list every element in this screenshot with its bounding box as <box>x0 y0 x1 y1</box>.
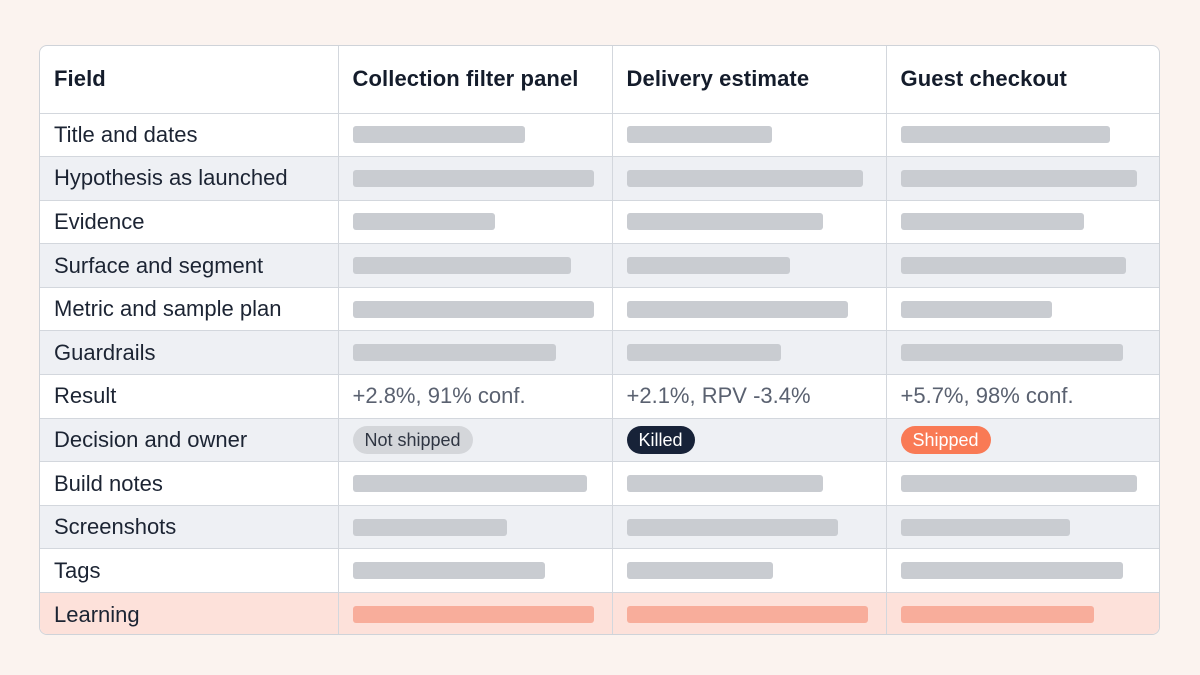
redacted-placeholder-bar <box>900 169 1137 187</box>
redacted-placeholder-bar <box>352 344 556 362</box>
row-label: Build notes <box>40 461 339 506</box>
redacted-placeholder-bar <box>900 344 1123 362</box>
redacted-placeholder-bar <box>626 518 838 536</box>
redacted-placeholder-bar <box>626 257 790 275</box>
result-value: +5.7%, 98% conf. <box>886 374 1159 419</box>
table-row-guardrails: Guardrails <box>40 330 1159 376</box>
redacted-placeholder-bar <box>626 475 823 493</box>
table-row-surface-and-segment: Surface and segment <box>40 243 1159 288</box>
table-row-learning: Learning <box>40 592 1159 634</box>
redacted-placeholder-bar <box>352 606 594 624</box>
column-header-guest-checkout: Guest checkout <box>886 46 1159 114</box>
redacted-placeholder-bar <box>900 213 1084 231</box>
column-header-collection-filter-panel: Collection filter panel <box>338 46 613 114</box>
table-row-screenshots: Screenshots <box>40 505 1159 550</box>
redacted-placeholder-bar <box>900 300 1052 318</box>
row-label: Hypothesis as launched <box>40 156 339 201</box>
column-header-delivery-estimate: Delivery estimate <box>612 46 887 114</box>
redacted-placeholder-bar <box>626 126 772 144</box>
row-label: Learning <box>40 592 339 634</box>
redacted-placeholder-bar <box>900 518 1070 536</box>
table-row-result: Result +2.8%, 91% conf. +2.1%, RPV -3.4%… <box>40 374 1159 419</box>
status-badge-killed: Killed <box>626 425 695 454</box>
row-label: Evidence <box>40 200 339 245</box>
redacted-placeholder-bar <box>626 213 823 231</box>
row-label: Metric and sample plan <box>40 287 339 332</box>
column-header-field: Field <box>40 46 339 114</box>
redacted-placeholder-bar <box>352 300 594 318</box>
table-row-build-notes: Build notes <box>40 461 1159 506</box>
redacted-placeholder-bar <box>900 606 1094 624</box>
comparison-table: Field Collection filter panel Delivery e… <box>40 46 1159 634</box>
row-label: Guardrails <box>40 330 339 376</box>
redacted-placeholder-bar <box>626 606 868 624</box>
row-label: Result <box>40 374 339 419</box>
redacted-placeholder-bar <box>352 126 525 144</box>
table-row-hypothesis-as-launched: Hypothesis as launched <box>40 156 1159 201</box>
comparison-table-card: Field Collection filter panel Delivery e… <box>39 45 1160 635</box>
redacted-placeholder-bar <box>352 562 545 580</box>
redacted-placeholder-bar <box>900 126 1110 144</box>
result-value: +2.1%, RPV -3.4% <box>612 374 887 419</box>
redacted-placeholder-bar <box>352 213 495 231</box>
row-label: Decision and owner <box>40 418 339 463</box>
redacted-placeholder-bar <box>626 344 781 362</box>
row-label: Title and dates <box>40 113 339 158</box>
redacted-placeholder-bar <box>352 257 571 275</box>
redacted-placeholder-bar <box>626 562 773 580</box>
table-row-evidence: Evidence <box>40 200 1159 245</box>
redacted-placeholder-bar <box>900 562 1123 580</box>
row-label: Tags <box>40 548 339 594</box>
table-row-metric-and-sample-plan: Metric and sample plan <box>40 287 1159 332</box>
redacted-placeholder-bar <box>352 518 507 536</box>
redacted-placeholder-bar <box>626 169 863 187</box>
redacted-placeholder-bar <box>352 169 594 187</box>
redacted-placeholder-bar <box>626 300 848 318</box>
redacted-placeholder-bar <box>900 475 1137 493</box>
table-row-tags: Tags <box>40 548 1159 594</box>
status-badge-shipped: Shipped <box>900 425 991 454</box>
redacted-placeholder-bar <box>352 475 587 493</box>
row-label: Surface and segment <box>40 243 339 288</box>
redacted-placeholder-bar <box>900 257 1126 275</box>
table-row-decision-and-owner: Decision and owner Not shipped Killed Sh… <box>40 418 1159 463</box>
table-row-title-and-dates: Title and dates <box>40 113 1159 158</box>
row-label: Screenshots <box>40 505 339 550</box>
status-badge-not-shipped: Not shipped <box>352 425 473 454</box>
result-value: +2.8%, 91% conf. <box>338 374 613 419</box>
table-header-row: Field Collection filter panel Delivery e… <box>40 46 1159 114</box>
